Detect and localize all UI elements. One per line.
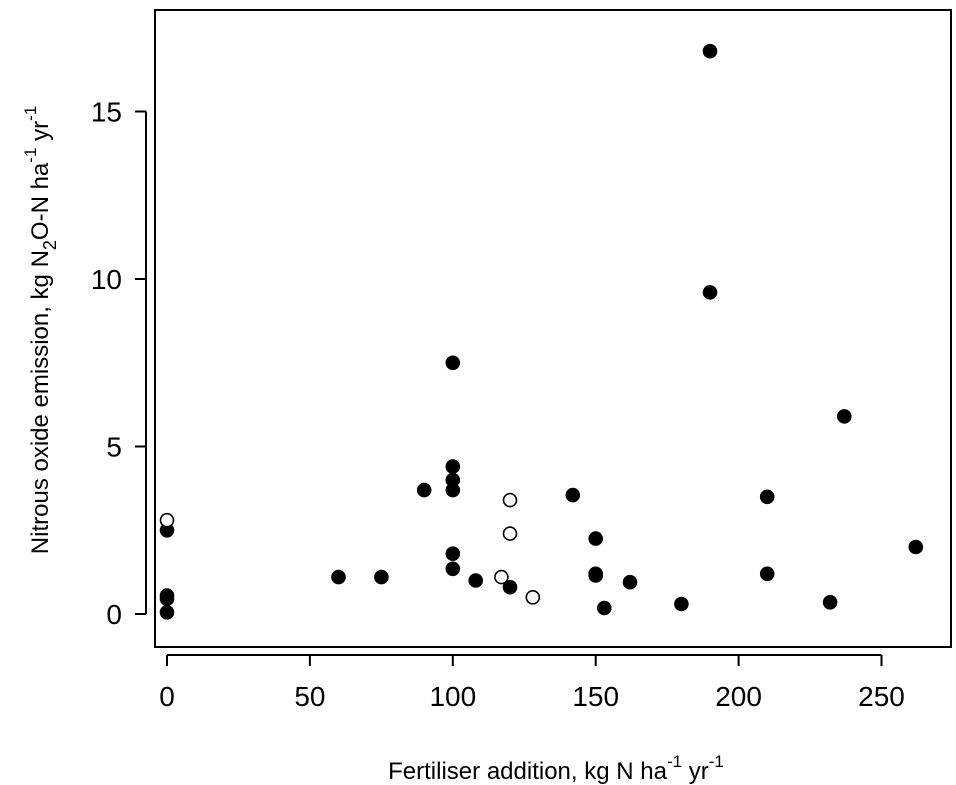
x-tick-label: 200 bbox=[715, 681, 762, 712]
data-point-filled bbox=[445, 561, 461, 577]
x-tick-label: 250 bbox=[858, 681, 905, 712]
data-point-filled bbox=[565, 487, 581, 503]
data-point-filled bbox=[416, 482, 432, 498]
data-point-open bbox=[502, 526, 518, 541]
data-point-filled bbox=[588, 531, 604, 546]
x-axis-title: Fertiliser addition, kg N ha-1 yr-1 bbox=[388, 752, 724, 785]
data-point-open bbox=[502, 492, 518, 508]
y-tick-label: 15 bbox=[91, 97, 122, 128]
x-tick-label: 0 bbox=[159, 681, 175, 712]
x-tick-label: 100 bbox=[429, 681, 476, 712]
data-point-filled bbox=[908, 539, 924, 555]
data-point-filled bbox=[445, 355, 461, 371]
data-point-filled bbox=[822, 594, 838, 610]
data-point-open bbox=[494, 569, 509, 585]
data-point-filled bbox=[674, 596, 689, 612]
x-tick-label: 50 bbox=[294, 681, 325, 712]
data-point-filled bbox=[759, 489, 775, 505]
data-points bbox=[159, 43, 924, 620]
data-point-filled bbox=[836, 409, 852, 424]
y-tick-label: 5 bbox=[106, 432, 122, 463]
data-point-filled bbox=[502, 579, 518, 595]
data-point-filled bbox=[759, 566, 775, 582]
data-point-filled bbox=[445, 459, 461, 474]
data-point-filled bbox=[622, 574, 638, 590]
data-point-filled bbox=[159, 591, 175, 607]
data-point-open bbox=[525, 589, 541, 605]
data-point-filled bbox=[445, 546, 461, 562]
data-point-filled bbox=[702, 285, 718, 300]
plot-frame bbox=[154, 9, 952, 648]
y-tick-label: 10 bbox=[91, 264, 122, 295]
y-axis-title: Nitrous oxide emission, kg N2O-N ha-1 yr… bbox=[21, 106, 60, 554]
data-point-filled bbox=[588, 568, 604, 583]
data-point-filled bbox=[159, 604, 175, 620]
x-axis: 0 50 100 150 200 250 bbox=[159, 654, 905, 712]
data-point-filled bbox=[331, 569, 346, 585]
x-tick-label: 150 bbox=[572, 681, 619, 712]
data-point-filled bbox=[445, 482, 461, 498]
y-tick-label: 0 bbox=[106, 599, 122, 630]
y-axis: 0 5 10 15 bbox=[91, 97, 147, 630]
data-point-filled bbox=[468, 573, 484, 588]
data-point-open bbox=[159, 512, 175, 528]
data-point-filled bbox=[596, 600, 612, 616]
data-point-filled bbox=[374, 569, 389, 585]
data-point-filled bbox=[702, 43, 718, 59]
